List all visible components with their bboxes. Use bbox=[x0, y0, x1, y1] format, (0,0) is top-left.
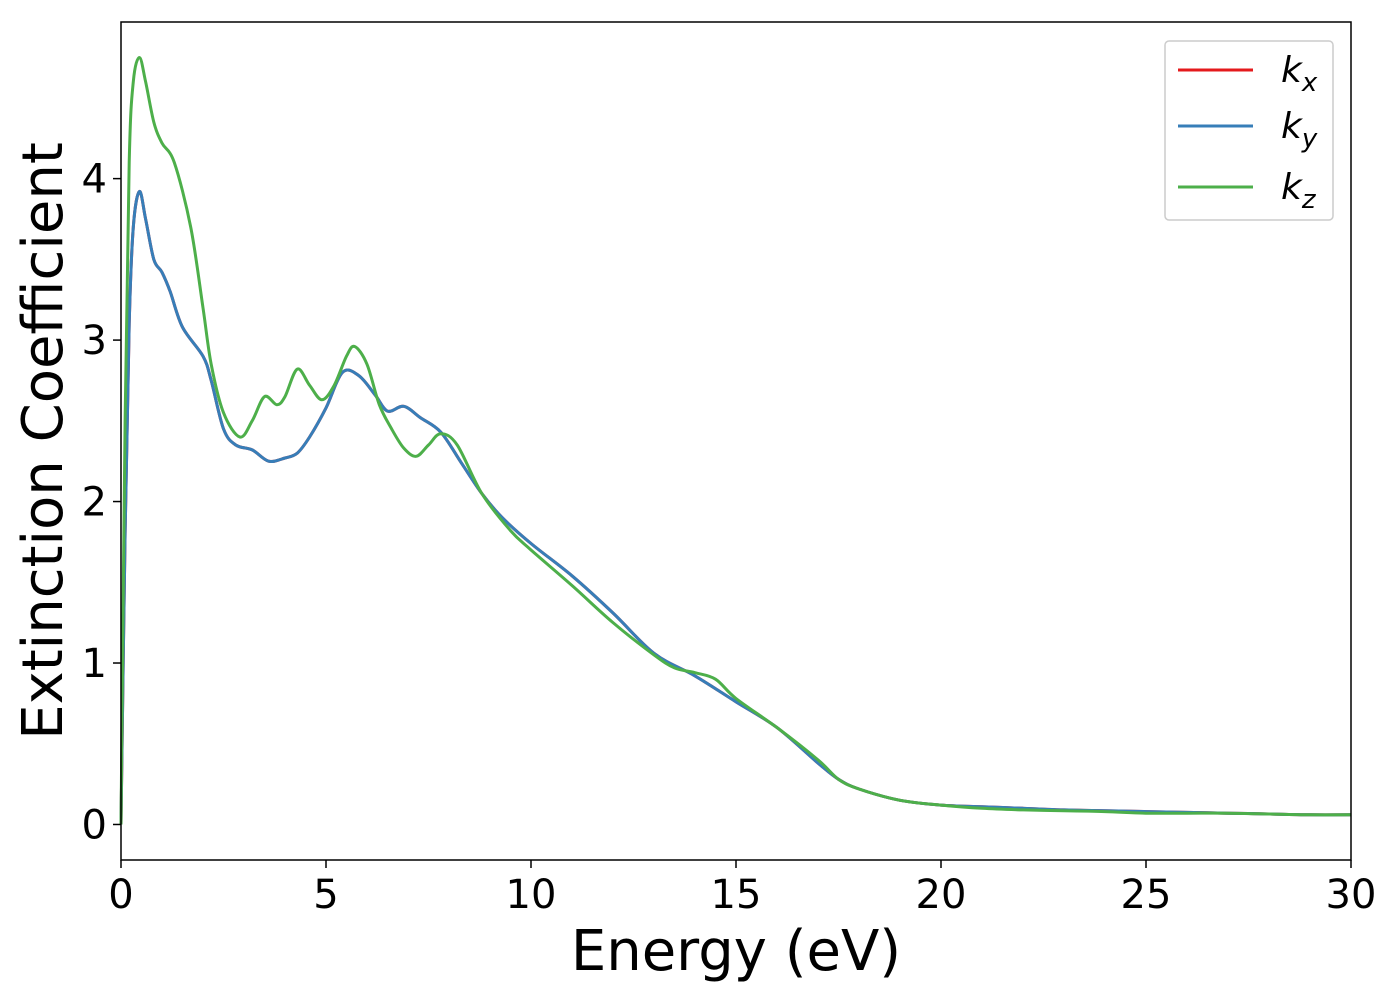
x-tick-label: 15 bbox=[711, 872, 762, 918]
x-axis-title: Energy (eV) bbox=[571, 919, 901, 984]
legend-entry-kx: kx bbox=[1178, 50, 1318, 98]
legend-label-ky: k bbox=[1281, 106, 1304, 147]
x-axis: 0 5 10 15 20 25 30 bbox=[108, 860, 1376, 918]
series-line-kz bbox=[119, 56, 1352, 825]
x-tick-label: 5 bbox=[313, 872, 338, 918]
y-axis: 0 1 2 3 4 bbox=[82, 157, 121, 848]
x-tick-label: 0 bbox=[108, 872, 133, 918]
x-tick-label: 20 bbox=[916, 872, 967, 918]
y-tick-label: 4 bbox=[82, 157, 107, 203]
legend-box bbox=[1164, 40, 1334, 221]
y-tick-label: 2 bbox=[82, 480, 107, 526]
legend-label-kx: k bbox=[1281, 50, 1304, 91]
legend-entry-ky: ky bbox=[1178, 106, 1318, 154]
legend-sub-kx: x bbox=[1301, 68, 1318, 98]
y-tick-label: 0 bbox=[82, 802, 107, 848]
plot-area bbox=[121, 22, 1351, 860]
y-axis-title: Extinction Coefficient bbox=[11, 142, 76, 740]
x-tick-label: 10 bbox=[506, 872, 557, 918]
svg-text:ky: ky bbox=[1281, 106, 1318, 154]
x-tick-label: 25 bbox=[1121, 872, 1172, 918]
y-tick-label: 1 bbox=[82, 641, 107, 687]
svg-text:kx: kx bbox=[1281, 50, 1318, 98]
series-layer bbox=[119, 56, 1352, 825]
x-tick-label: 30 bbox=[1326, 872, 1377, 918]
series-line-ky bbox=[119, 189, 1352, 825]
svg-text:kz: kz bbox=[1281, 167, 1317, 215]
legend-label-kz: k bbox=[1281, 167, 1304, 208]
y-tick-label: 3 bbox=[82, 318, 107, 364]
legend-entry-kz: kz bbox=[1178, 167, 1317, 215]
legend-sub-kz: z bbox=[1301, 185, 1317, 215]
legend: kx ky kz bbox=[1164, 40, 1334, 221]
legend-sub-ky: y bbox=[1301, 124, 1318, 154]
